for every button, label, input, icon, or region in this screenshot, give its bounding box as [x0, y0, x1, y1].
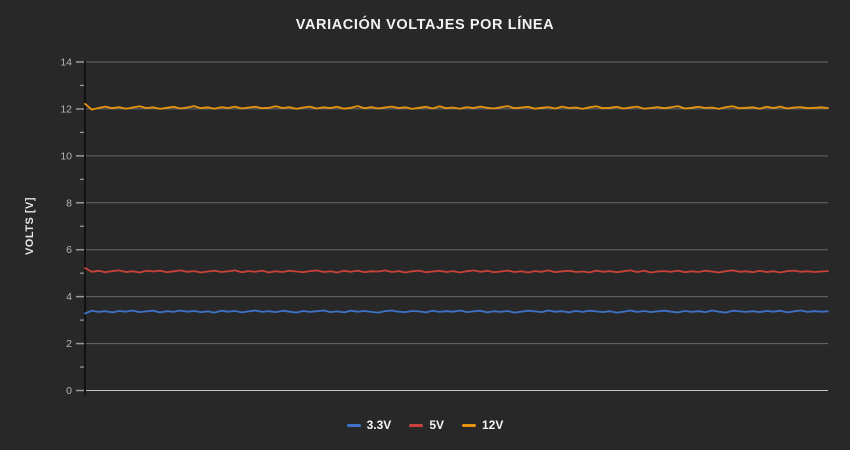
legend-label-5v: 5V — [429, 418, 444, 432]
legend-label-3v3: 3.3V — [366, 418, 392, 432]
y-tick-label-0: 0 — [66, 385, 72, 397]
y-tick-label-2: 2 — [66, 338, 72, 350]
legend-item-12v[interactable]: 12V — [462, 418, 503, 432]
legend-marker-3v3 — [346, 423, 361, 427]
chart-title: VARIACIÓN VOLTAJES POR LÍNEA — [295, 17, 555, 33]
legend-label-12v: 12V — [482, 418, 504, 432]
y-tick-label-10: 10 — [60, 150, 72, 162]
y-tick-label-6: 6 — [66, 244, 72, 256]
legend-marker-5v — [409, 423, 424, 427]
series-line-12V — [84, 102, 829, 111]
y-tick-label-8: 8 — [66, 197, 72, 209]
y-tick-label-12: 12 — [60, 103, 72, 115]
y-tick-label-4: 4 — [66, 291, 72, 303]
legend-item-3v3[interactable]: 3.3V — [346, 418, 392, 432]
y-tick-label-14: 14 — [60, 57, 72, 69]
series-line-3.3V — [84, 309, 829, 315]
series-line-5V — [84, 267, 829, 274]
legend-marker-12v — [462, 423, 476, 427]
legend-item-5v[interactable]: 5V — [409, 418, 444, 432]
legend: 3.3V 5V 12V — [0, 418, 850, 432]
